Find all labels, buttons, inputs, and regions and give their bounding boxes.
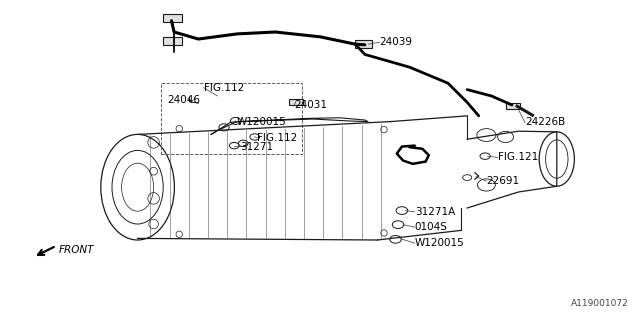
Text: 24046: 24046 [168,95,201,106]
Text: 24039: 24039 [380,37,413,47]
Text: FRONT: FRONT [59,245,94,255]
FancyBboxPatch shape [506,103,520,109]
Text: W120015: W120015 [415,238,465,248]
Text: 24226B: 24226B [525,117,565,127]
Text: 0104S: 0104S [415,222,447,232]
Text: 22691: 22691 [486,176,520,186]
Bar [161,83,302,154]
Text: A119001072: A119001072 [571,299,628,308]
Text: 24031: 24031 [294,100,328,110]
FancyBboxPatch shape [355,40,372,48]
Text: FIG.112: FIG.112 [204,83,244,93]
FancyBboxPatch shape [289,99,303,105]
Text: W120015: W120015 [237,116,287,127]
FancyBboxPatch shape [163,37,182,45]
FancyBboxPatch shape [163,14,182,22]
Text: FIG.112: FIG.112 [257,132,298,143]
Text: 31271: 31271 [240,141,273,152]
Text: FIG.121: FIG.121 [498,152,538,163]
Text: 31271A: 31271A [415,207,455,217]
